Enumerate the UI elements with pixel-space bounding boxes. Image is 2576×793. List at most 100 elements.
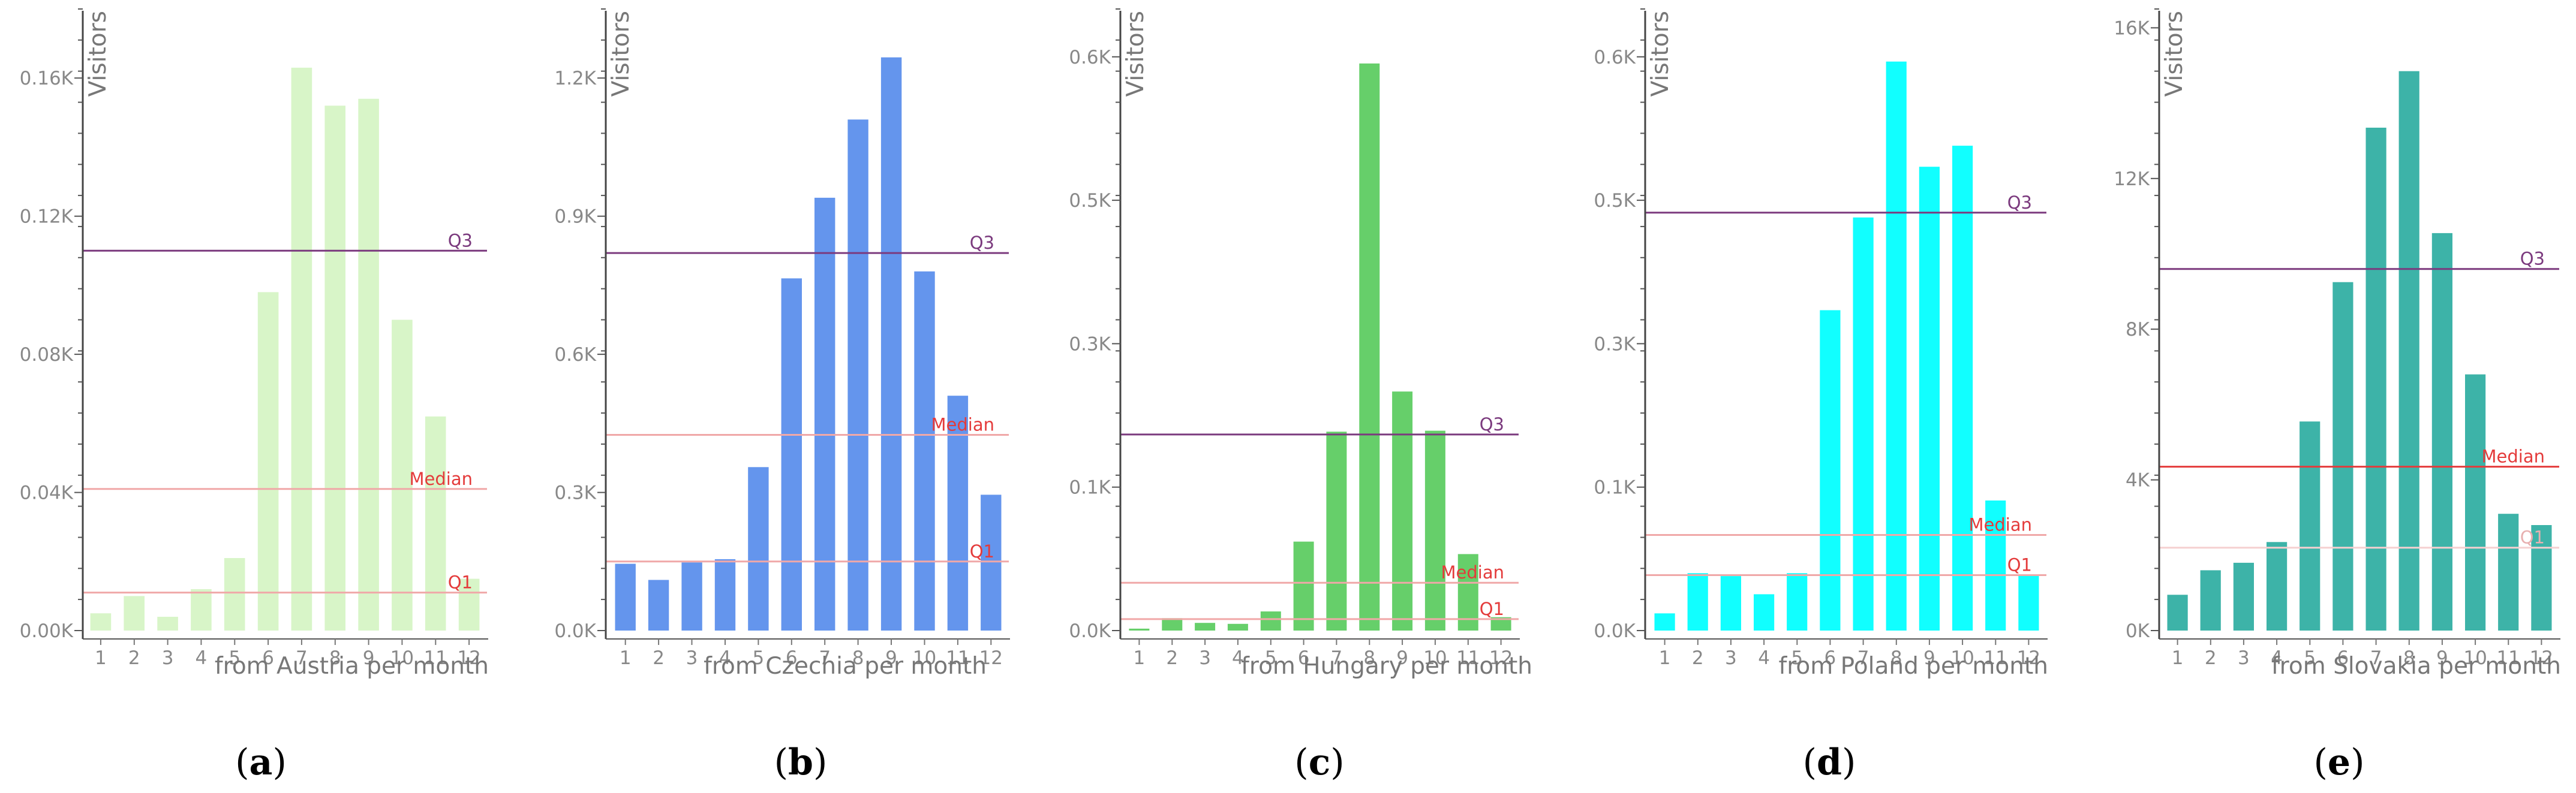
y-tick-label: 0.6K xyxy=(554,344,596,366)
bar-month-7 xyxy=(814,197,835,631)
bar-month-3 xyxy=(1720,576,1741,631)
y-tick-label: 0.6K xyxy=(1069,47,1111,68)
bar-month-3 xyxy=(1195,623,1216,631)
x-tick-label: 9 xyxy=(363,647,375,669)
panel-label: (e) xyxy=(2313,741,2364,783)
x-tick-label: 1 xyxy=(2172,647,2184,669)
median-label: Median xyxy=(931,415,994,435)
y-tick-label: 0.12K xyxy=(20,206,74,228)
bar-month-12 xyxy=(2531,525,2552,631)
x-tick-label: 12 xyxy=(2017,647,2040,669)
bar-month-4 xyxy=(191,589,212,631)
y-tick-label: 4K xyxy=(2126,470,2150,492)
x-tick-label: 6 xyxy=(786,647,798,669)
x-tick-label: 3 xyxy=(162,647,174,669)
x-tick-label: 10 xyxy=(1950,647,1974,669)
y-axis-title: Visitors xyxy=(85,11,112,97)
y-axis-title: Visitors xyxy=(608,11,635,97)
q1-label: Q1 xyxy=(2007,555,2032,575)
y-tick-label: 16K xyxy=(2114,17,2150,39)
bar-month-11 xyxy=(2498,514,2519,631)
bar-month-2 xyxy=(2200,570,2221,631)
x-tick-label: 2 xyxy=(1692,647,1704,669)
x-tick-label: 9 xyxy=(2436,647,2448,669)
q1-label: Q1 xyxy=(970,541,994,562)
bar-month-1 xyxy=(1129,628,1150,631)
panel-label: (c) xyxy=(1294,741,1344,783)
y-tick-label: 0.0K xyxy=(1069,620,1111,642)
y-tick-label: 0.5K xyxy=(1069,190,1111,212)
q3-label: Q3 xyxy=(970,233,994,253)
bar-month-1 xyxy=(1654,613,1675,631)
bar-month-2 xyxy=(1162,618,1183,631)
bar-month-5 xyxy=(224,558,245,631)
bar-month-8 xyxy=(1359,63,1380,631)
x-tick-label: 9 xyxy=(1923,647,1935,669)
median-label: Median xyxy=(410,469,473,489)
x-tick-label: 8 xyxy=(329,647,341,669)
x-tick-label: 8 xyxy=(1890,647,1902,669)
y-tick-label: 0.5K xyxy=(1594,190,1636,212)
bar-month-9 xyxy=(1392,391,1413,631)
bar-month-1 xyxy=(90,613,112,631)
x-tick-label: 7 xyxy=(819,647,831,669)
bar-month-12 xyxy=(981,495,1002,631)
bar-month-7 xyxy=(1326,432,1347,631)
x-tick-label: 6 xyxy=(2337,647,2349,669)
x-tick-label: 5 xyxy=(1265,647,1277,669)
q1-label: Q1 xyxy=(2520,527,2545,548)
bar-month-9 xyxy=(2431,233,2452,631)
panel-label: (a) xyxy=(235,741,287,783)
bar-month-9 xyxy=(880,57,902,631)
x-tick-label: 10 xyxy=(2463,647,2487,669)
x-axis-title: from Poland per month xyxy=(1778,653,2048,680)
y-tick-label: 0.3K xyxy=(554,483,596,504)
y-tick-label: 0.6K xyxy=(1594,47,1636,68)
bar-month-6 xyxy=(1293,541,1314,631)
y-tick-label: 8K xyxy=(2126,319,2150,340)
x-tick-label: 1 xyxy=(620,647,632,669)
x-tick-label: 4 xyxy=(1232,647,1244,669)
bar-month-3 xyxy=(681,562,702,631)
y-axis-title: Visitors xyxy=(2161,11,2188,97)
bar-month-10 xyxy=(914,271,935,631)
bar-month-10 xyxy=(1952,146,1973,631)
y-tick-label: 0.9K xyxy=(554,206,596,228)
bar-month-3 xyxy=(2233,562,2254,631)
y-axis-title: Visitors xyxy=(1647,11,1674,97)
x-tick-label: 4 xyxy=(196,647,208,669)
x-axis-title: from Hungary per month xyxy=(1241,653,1532,680)
y-tick-label: 0K xyxy=(2126,620,2150,642)
x-tick-label: 2 xyxy=(2205,647,2217,669)
x-tick-label: 7 xyxy=(1857,647,1869,669)
x-tick-label: 7 xyxy=(296,647,308,669)
q3-label: Q3 xyxy=(1480,414,1504,435)
bar-month-7 xyxy=(2365,128,2386,631)
x-tick-label: 3 xyxy=(686,647,698,669)
q1-label: Q1 xyxy=(1480,599,1504,619)
y-tick-label: 0.1K xyxy=(1594,477,1636,499)
bar-month-2 xyxy=(648,580,669,631)
x-tick-label: 3 xyxy=(1725,647,1737,669)
median-label: Median xyxy=(2482,447,2545,467)
bar-month-12 xyxy=(458,578,480,631)
y-tick-label: 0.08K xyxy=(20,344,74,366)
bar-month-6 xyxy=(2332,282,2353,631)
x-tick-label: 11 xyxy=(1984,647,2007,669)
x-tick-label: 4 xyxy=(1758,647,1770,669)
y-tick-label: 12K xyxy=(2114,168,2150,190)
x-tick-label: 11 xyxy=(424,647,447,669)
bar-month-5 xyxy=(2300,421,2320,631)
bar-month-12 xyxy=(1490,617,1511,631)
x-tick-label: 9 xyxy=(885,647,897,669)
bar-month-10 xyxy=(1424,430,1445,631)
bar-month-9 xyxy=(358,98,379,631)
bar-month-9 xyxy=(1919,167,1940,631)
x-tick-label: 3 xyxy=(2238,647,2250,669)
x-tick-label: 6 xyxy=(1824,647,1836,669)
y-axis-title: Visitors xyxy=(1122,11,1149,97)
